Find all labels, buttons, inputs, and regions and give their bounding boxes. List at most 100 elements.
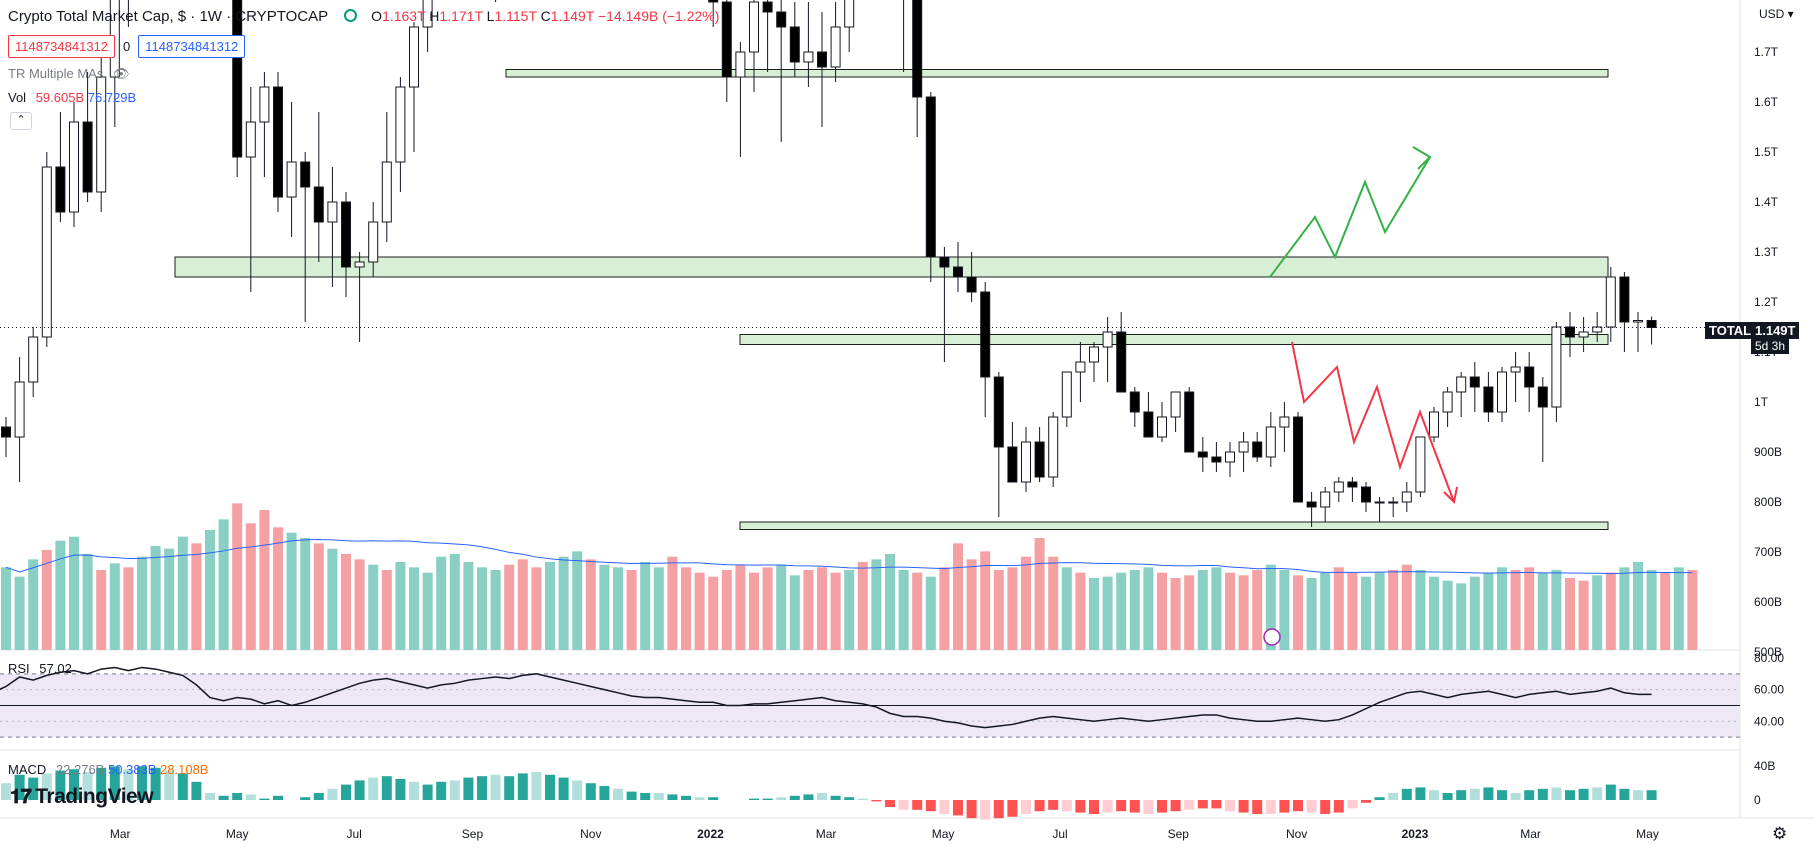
candle-body[interactable] xyxy=(1157,416,1167,438)
candle-body[interactable] xyxy=(1034,441,1045,478)
candle-body[interactable] xyxy=(409,26,419,88)
candle-body[interactable] xyxy=(789,26,800,63)
candle-body[interactable] xyxy=(1524,366,1535,388)
candle-body[interactable] xyxy=(830,26,841,68)
candle-body[interactable] xyxy=(1102,331,1113,348)
candle-body[interactable] xyxy=(28,336,39,383)
candle-body[interactable] xyxy=(96,76,107,193)
candle-body[interactable] xyxy=(776,11,787,28)
candle-body[interactable] xyxy=(259,86,270,123)
candle-body[interactable] xyxy=(1456,376,1467,393)
candle-body[interactable] xyxy=(232,0,243,158)
alert-flash-icon[interactable] xyxy=(1263,628,1281,646)
candle-body[interactable] xyxy=(762,1,773,13)
candle-body[interactable] xyxy=(721,1,732,78)
candle-body[interactable] xyxy=(1197,451,1208,458)
candle-body[interactable] xyxy=(925,96,936,258)
rsi-legend[interactable]: RSI 57.02 xyxy=(8,661,72,676)
candle-body[interactable] xyxy=(341,201,351,268)
candle-body[interactable] xyxy=(1469,376,1480,388)
candle-body[interactable] xyxy=(1225,451,1235,463)
candle-body[interactable] xyxy=(1048,416,1059,478)
candle-body[interactable] xyxy=(368,221,379,263)
candle-body[interactable] xyxy=(422,0,433,28)
candle-body[interactable] xyxy=(844,0,855,28)
candle-body[interactable] xyxy=(993,376,1004,448)
candle-body[interactable] xyxy=(55,166,66,213)
candle-body[interactable] xyxy=(1306,501,1317,508)
candle-body[interactable] xyxy=(245,121,256,158)
candle-body[interactable] xyxy=(912,0,923,98)
candle-body[interactable] xyxy=(1293,416,1303,503)
candle-body[interactable] xyxy=(1429,411,1439,438)
candle-body[interactable] xyxy=(1116,331,1127,393)
candle-body[interactable] xyxy=(1333,481,1344,493)
candle-body[interactable] xyxy=(817,51,827,68)
hidden-eye-icon[interactable]: 👁 xyxy=(112,66,130,81)
tradingview-logo[interactable]: 𝟏𝟕 TradingView xyxy=(10,785,154,809)
candle-body[interactable] xyxy=(1592,326,1603,333)
candle-body[interactable] xyxy=(395,86,406,163)
candle-body[interactable] xyxy=(1361,486,1371,503)
candle-body[interactable] xyxy=(803,51,814,63)
volume-legend[interactable]: Vol 59.605B 76.729B xyxy=(8,90,136,105)
candle-body[interactable] xyxy=(1646,320,1657,328)
candle-body[interactable] xyxy=(1551,326,1562,408)
candle-body[interactable] xyxy=(1633,320,1643,323)
candle-body[interactable] xyxy=(966,276,977,293)
candle-body[interactable] xyxy=(1320,491,1331,508)
currency-selector[interactable]: USD ▾ xyxy=(1759,7,1794,21)
candle-body[interactable] xyxy=(313,186,324,223)
candle-body[interactable] xyxy=(1184,391,1195,453)
candle-body[interactable] xyxy=(1252,441,1263,458)
candle-body[interactable] xyxy=(69,121,79,213)
candle-body[interactable] xyxy=(1143,411,1154,438)
candle-body[interactable] xyxy=(1415,436,1426,493)
candle-body[interactable] xyxy=(1605,276,1616,328)
candle-body[interactable] xyxy=(1061,371,1072,418)
candle-body[interactable] xyxy=(1483,386,1494,413)
sell-price-button[interactable]: 1148734841312 xyxy=(8,35,116,58)
candle-body[interactable] xyxy=(286,161,297,198)
candle-body[interactable] xyxy=(1279,416,1290,428)
candle-body[interactable] xyxy=(1374,501,1385,504)
candle-body[interactable] xyxy=(1347,481,1358,488)
settings-gear-icon[interactable]: ⚙ xyxy=(1772,824,1788,843)
candle-body[interactable] xyxy=(1129,391,1140,413)
candle-body[interactable] xyxy=(82,121,93,193)
macd-legend[interactable]: MACD 22.276B 50.383B 28.108B xyxy=(8,762,208,777)
candle-body[interactable] xyxy=(939,256,950,268)
candle-body[interactable] xyxy=(41,166,52,338)
candle-body[interactable] xyxy=(1238,441,1249,453)
candle-body[interactable] xyxy=(953,266,963,278)
candle-body[interactable] xyxy=(1510,366,1521,373)
candle-body[interactable] xyxy=(1265,426,1276,458)
ma-indicator-legend[interactable]: TR Multiple MAs 👁 xyxy=(8,66,130,82)
candle-body[interactable] xyxy=(1211,456,1222,463)
candle-body[interactable] xyxy=(354,261,365,268)
candle-body[interactable] xyxy=(1007,446,1018,483)
candle-body[interactable] xyxy=(1075,361,1086,373)
symbol-title[interactable]: Crypto Total Market Cap, $ · 1W · CRYPTO… xyxy=(8,8,328,25)
candle-body[interactable] xyxy=(327,201,338,223)
candle-body[interactable] xyxy=(1537,386,1548,408)
candle-body[interactable] xyxy=(1619,276,1630,323)
candle-body[interactable] xyxy=(735,51,746,78)
buy-price-button[interactable]: 1148734841312 xyxy=(138,35,246,58)
candle-body[interactable] xyxy=(980,291,991,378)
candle-body[interactable] xyxy=(708,0,719,3)
candle-body[interactable] xyxy=(1401,491,1412,503)
candle-body[interactable] xyxy=(1388,501,1399,504)
candle-body[interactable] xyxy=(300,161,311,188)
candle-body[interactable] xyxy=(1578,331,1589,338)
candle-body[interactable] xyxy=(749,1,759,53)
candle-body[interactable] xyxy=(381,161,392,223)
candle-body[interactable] xyxy=(14,381,25,438)
candle-body[interactable] xyxy=(1,426,11,438)
candle-body[interactable] xyxy=(273,86,283,198)
candle-body[interactable] xyxy=(1170,391,1181,418)
candle-body[interactable] xyxy=(1442,391,1453,413)
candle-body[interactable] xyxy=(1021,441,1031,483)
candle-body[interactable] xyxy=(1089,346,1099,363)
